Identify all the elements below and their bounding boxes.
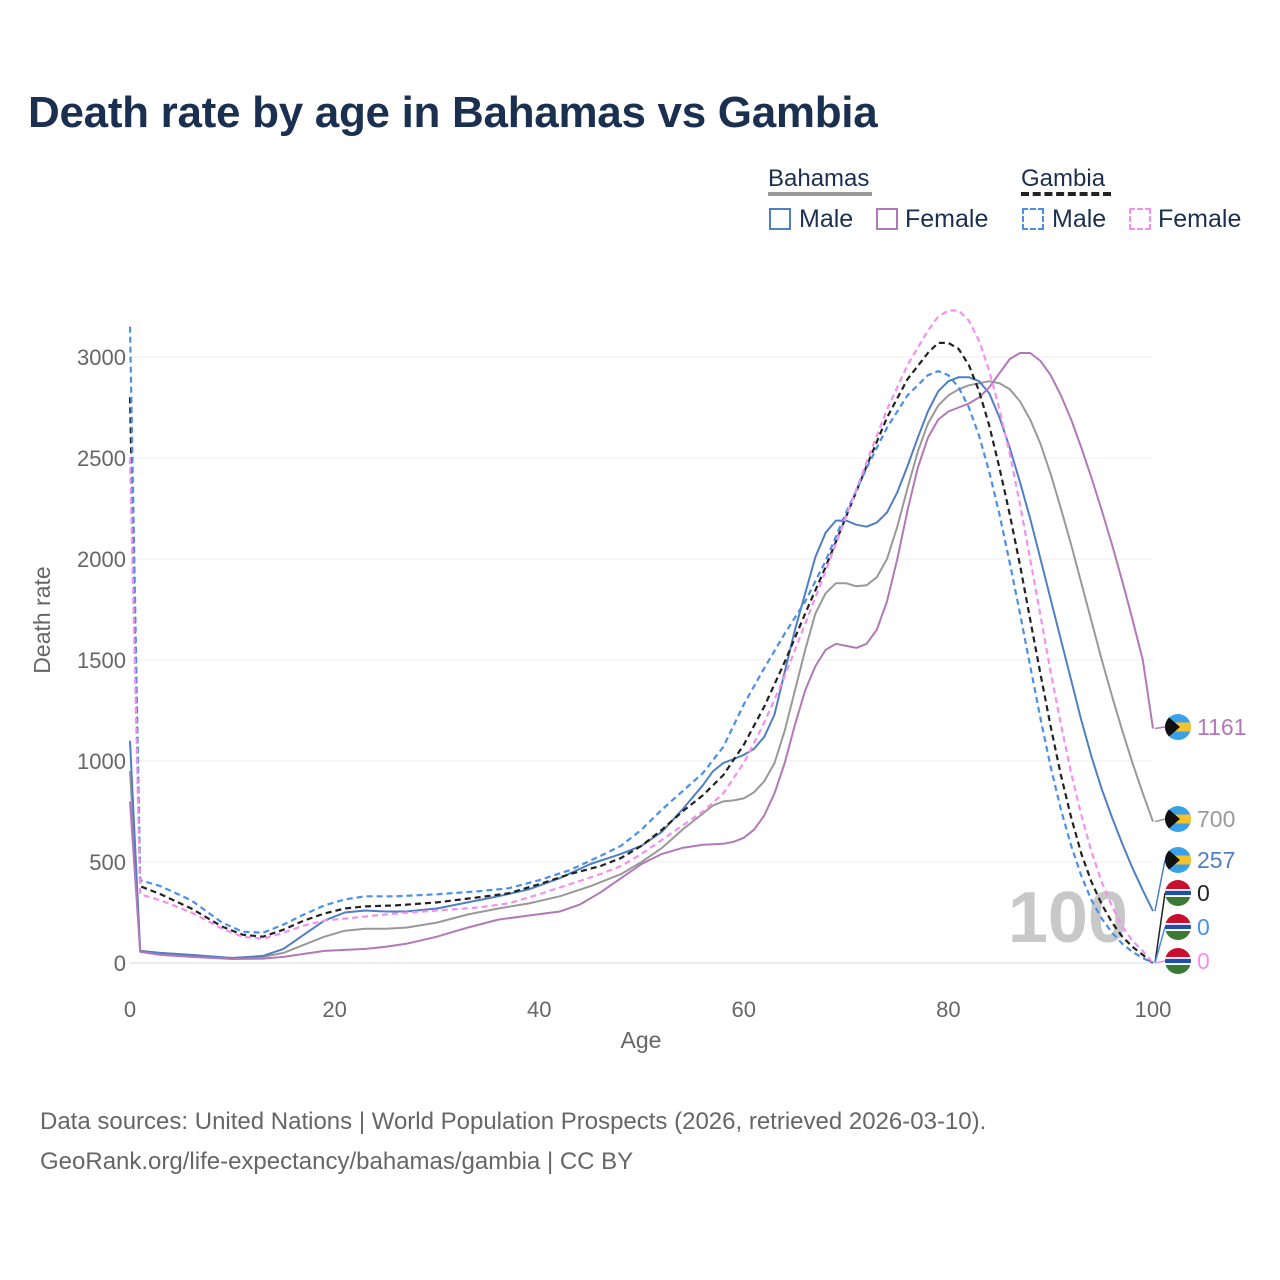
legend-group-gambia: Gambia bbox=[1021, 165, 1106, 192]
y-tick-label: 500 bbox=[89, 850, 126, 875]
x-axis-label: Age bbox=[621, 1027, 662, 1053]
y-tick-label: 2500 bbox=[77, 446, 126, 471]
series-line-gambia-total[interactable] bbox=[128, 341, 1154, 964]
x-tick-label: 80 bbox=[936, 997, 960, 1022]
gambia-flag-icon bbox=[1165, 914, 1191, 940]
end-label-connector bbox=[1154, 892, 1166, 964]
series-line-gambia-male[interactable] bbox=[128, 326, 1154, 964]
series-line-bahamas-male[interactable] bbox=[129, 376, 1154, 959]
gambia-flag-icon bbox=[1165, 948, 1191, 974]
source-line-2[interactable]: GeoRank.org/life-expectancy/bahamas/gamb… bbox=[40, 1148, 634, 1175]
end-label-value: 0 bbox=[1197, 914, 1210, 940]
axes: 0 500 1000 1500 2000 2500 3000 0 20 40 60 80 100 bbox=[77, 345, 1171, 1022]
end-label-connector bbox=[1154, 859, 1166, 912]
end-label-connector bbox=[1154, 960, 1166, 964]
end-label-connector bbox=[1154, 818, 1166, 823]
legend-swatch-gambia-male[interactable] bbox=[1022, 208, 1044, 230]
y-tick-label: 0 bbox=[114, 951, 126, 976]
legend-gambia-line bbox=[1021, 192, 1111, 196]
end-label-connector bbox=[1154, 926, 1166, 964]
y-tick-label: 2000 bbox=[77, 547, 126, 572]
watermark: 100 bbox=[1008, 878, 1128, 958]
x-tick-label: 100 bbox=[1135, 997, 1172, 1022]
source-line-1: Data sources: United Nations | World Pop… bbox=[40, 1108, 987, 1135]
end-label-value: 257 bbox=[1197, 847, 1235, 873]
bahamas-flag-icon bbox=[1165, 714, 1191, 740]
end-label-connector bbox=[1154, 726, 1166, 730]
legend-label-gambia-male[interactable]: Male bbox=[1052, 205, 1107, 233]
legend-label-bahamas-female[interactable]: Female bbox=[905, 205, 989, 233]
bahamas-flag-icon bbox=[1165, 806, 1191, 832]
legend-swatch-bahamas-female[interactable] bbox=[876, 208, 898, 230]
end-label-value: 0 bbox=[1197, 948, 1210, 974]
series-line-bahamas-total[interactable] bbox=[129, 380, 1154, 959]
grid bbox=[130, 356, 1153, 964]
legend-bahamas-line bbox=[768, 192, 872, 196]
end-labels: 1161 700 257 0 0 0 bbox=[1165, 714, 1246, 974]
y-tick-label: 1500 bbox=[77, 648, 126, 673]
series bbox=[128, 309, 1154, 964]
legend-swatch-gambia-female[interactable] bbox=[1129, 208, 1151, 230]
x-tick-label: 0 bbox=[124, 997, 136, 1022]
x-tick-label: 60 bbox=[732, 997, 756, 1022]
legend-label-bahamas-male[interactable]: Male bbox=[799, 205, 854, 233]
end-label-value: 1161 bbox=[1197, 714, 1246, 740]
y-tick-label: 1000 bbox=[77, 749, 126, 774]
end-label-brackets bbox=[1154, 726, 1166, 964]
chart-title: Death rate by age in Bahamas vs Gambia bbox=[28, 88, 878, 137]
series-line-bahamas-female[interactable] bbox=[129, 352, 1154, 960]
legend-label-gambia-female[interactable]: Female bbox=[1158, 205, 1242, 233]
x-tick-label: 20 bbox=[322, 997, 346, 1022]
legend-swatch-bahamas-male[interactable] bbox=[769, 208, 791, 230]
x-tick-label: 40 bbox=[527, 997, 551, 1022]
y-axis-label: Death rate bbox=[29, 566, 55, 673]
end-label-value: 0 bbox=[1197, 880, 1210, 906]
y-tick-label: 3000 bbox=[77, 345, 126, 370]
end-label-value: 700 bbox=[1197, 806, 1235, 832]
bahamas-flag-icon bbox=[1165, 847, 1191, 873]
gambia-flag-icon bbox=[1165, 880, 1191, 906]
legend-group-bahamas: Bahamas bbox=[768, 165, 870, 192]
series-line-gambia-female[interactable] bbox=[128, 309, 1154, 964]
